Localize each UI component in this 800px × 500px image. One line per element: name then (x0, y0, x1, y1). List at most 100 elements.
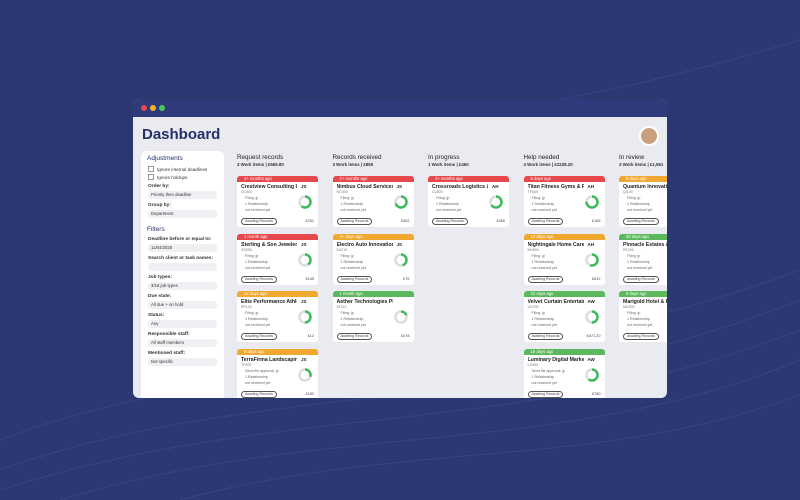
checkbox-row[interactable]: Ignore internal deadlines (148, 166, 217, 172)
field-label: Search client or task names: (148, 256, 214, 261)
client-name: Nimbus Cloud Services... (336, 184, 393, 190)
work-card[interactable]: 8 days ago TerraFirma Landscapin... TF300 S… (237, 349, 318, 398)
field-input[interactable]: All staff members (148, 339, 217, 347)
card-detail: 1 Relationship (245, 375, 268, 380)
client-name: Electro Auto Innovation... (336, 241, 393, 248)
staff-initials: JS (301, 184, 307, 189)
work-card[interactable]: 10 days ago Nightingale Home Care... NH900… (523, 233, 605, 285)
card-age: 1 month ago (237, 233, 318, 240)
field-label: Job types: (148, 275, 172, 280)
field-label: Order by: (148, 184, 170, 189)
field-input[interactable]: 11/04/2025 (148, 244, 217, 252)
column-title: Records received (332, 154, 382, 161)
card-detail: 1 Relationship (245, 202, 268, 206)
minimize-dot[interactable] (150, 105, 156, 111)
card-age: 2+ months ago (332, 176, 414, 182)
card-detail: 1 Relationship (531, 375, 555, 380)
card-detail: not received yet (531, 323, 557, 328)
card-detail: not received yet (340, 323, 366, 328)
card-amount: £471.20 (586, 334, 601, 339)
checkbox[interactable] (148, 166, 154, 172)
card-age: 8 days ago (619, 176, 667, 182)
status-tag: Awaiting Records (623, 218, 659, 225)
staff-initials: JS (301, 357, 307, 363)
client-name: Titan Fitness Gyms & Pe... (527, 184, 584, 190)
card-detail: 1 Relationship (245, 317, 268, 322)
card-detail: Filing: jp (627, 253, 641, 258)
card-detail: not received yet (531, 381, 557, 386)
field-input[interactable]: Department (148, 210, 217, 218)
card-detail: 1 Relationship (531, 202, 555, 206)
staff-initials: AW (587, 299, 595, 305)
work-card[interactable]: 1 month ago Sterling & Son Jewelers SS200 F… (237, 233, 318, 285)
user-avatar[interactable] (639, 126, 659, 146)
donut-progress (489, 195, 503, 209)
field-input[interactable]: Any (148, 320, 217, 328)
checkbox-row[interactable]: Ignore holdups (148, 174, 217, 180)
status-tag: Awaiting Records (336, 275, 373, 283)
card-age: 8 days ago (619, 291, 667, 298)
card-detail: not received yet (245, 323, 271, 328)
progress-donut (584, 368, 599, 382)
card-detail: not received yet (627, 208, 653, 212)
card-detail: Filing: jp (340, 311, 354, 316)
filters-heading: Filters (147, 226, 165, 233)
staff-initials: JS (301, 241, 307, 247)
field-input[interactable]: Not specific (148, 358, 217, 366)
work-card[interactable]: 8 days ago Titan Fitness Gyms & Pe...TF60… (523, 176, 605, 227)
card-detail: 1 Relationship (436, 202, 459, 206)
progress-donut (489, 195, 503, 209)
donut-progress (584, 310, 599, 325)
field-input[interactable]: All due + on hold (148, 301, 217, 309)
client-name: TerraFirma Landscapin... (241, 357, 297, 364)
status-tag: Awaiting Records (527, 275, 564, 283)
work-card[interactable]: 2+ months ago Crossroads Logistics & F...… (428, 176, 509, 227)
status-tag: Awaiting Records (623, 333, 659, 341)
donut-progress (584, 195, 599, 209)
card-amount: £145 (305, 276, 314, 281)
work-card[interactable]: 2+ months ago Nimbus Cloud Services...NC4… (332, 176, 414, 227)
card-age: 2+ months ago (237, 176, 318, 182)
field-input[interactable] (148, 263, 217, 271)
card-detail: not received yet (340, 265, 366, 270)
card-detail: 1 Relationship (340, 259, 364, 264)
donut-progress (298, 252, 312, 267)
work-card[interactable]: 8 days ago Quantum InnovationsQI100 Filing… (619, 176, 667, 227)
progress-donut (393, 195, 408, 209)
maximize-dot[interactable] (159, 105, 165, 111)
donut-progress (393, 195, 408, 209)
donut-progress (584, 368, 599, 382)
status-tag: Awaiting Records (623, 275, 659, 283)
client-name: Marigold Hotel & Resort (623, 299, 667, 306)
card-detail: Filing: jp (627, 196, 641, 200)
field-input[interactable]: Priority then deadline (148, 191, 217, 199)
card-amount: £478 (401, 334, 410, 339)
field-input[interactable]: 3/18 job types (148, 282, 217, 290)
client-name: Luminary Digital Market... (527, 357, 584, 364)
work-card[interactable]: 2+ months ago Crestview Consulting Ltd.CC… (237, 176, 318, 227)
card-age: 28 days ago (619, 233, 667, 240)
status-tag: Awaiting Records (527, 218, 564, 225)
status-tag: Awaiting Records (241, 275, 277, 283)
client-code: SS200 (241, 247, 252, 252)
checkbox[interactable] (148, 174, 154, 180)
checkbox-label: Ignore holdups (157, 174, 188, 180)
card-detail: Filing: jp (245, 196, 259, 200)
column-summary: 4 Work items | £2228.20 (523, 162, 573, 167)
status-tag: Awaiting Records (241, 391, 277, 398)
staff-initials: JS (396, 184, 403, 189)
card-detail: Filing: jp (627, 311, 641, 316)
close-dot[interactable] (141, 105, 147, 111)
progress-donut (393, 310, 408, 325)
client-name: Crestview Consulting Ltd. (241, 184, 297, 190)
card-detail: Filing: jp (531, 196, 545, 200)
card-detail: not received yet (436, 208, 462, 212)
